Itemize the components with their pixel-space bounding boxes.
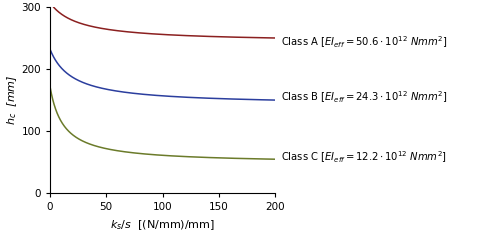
- Text: Class B $[EI_{eff} = 24.3 \cdot 10^{12}\ Nmm^2]$: Class B $[EI_{eff} = 24.3 \cdot 10^{12}\…: [280, 89, 447, 105]
- Text: Class C $[EI_{eff} = 12.2 \cdot 10^{12}\ Nmm^2]$: Class C $[EI_{eff} = 12.2 \cdot 10^{12}\…: [280, 150, 446, 165]
- Text: Class A $[EI_{eff} = 50.6 \cdot 10^{12}\ Nmm^2]$: Class A $[EI_{eff} = 50.6 \cdot 10^{12}\…: [280, 34, 447, 50]
- Y-axis label: $h_c$  [mm]: $h_c$ [mm]: [5, 75, 18, 125]
- X-axis label: $k_s/s$  [(N/mm)/mm]: $k_s/s$ [(N/mm)/mm]: [110, 218, 215, 232]
